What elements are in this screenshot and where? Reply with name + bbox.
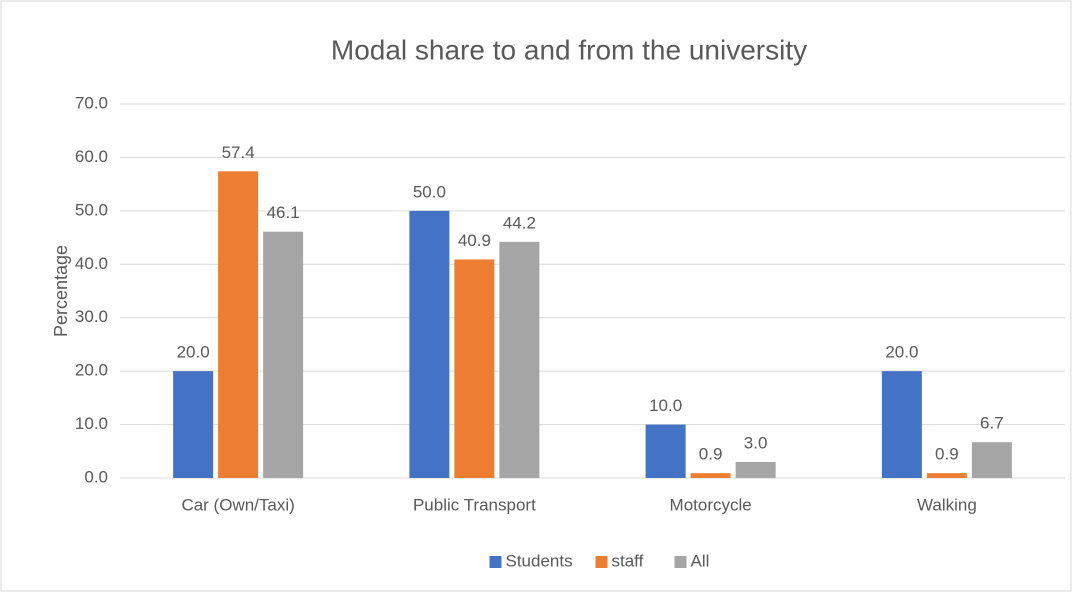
bar bbox=[263, 231, 304, 478]
y-axis-label: Percentage bbox=[51, 245, 71, 337]
data-label: 40.9 bbox=[458, 231, 491, 250]
legend-label: staff bbox=[612, 551, 644, 570]
legend-swatch bbox=[674, 556, 687, 568]
data-label: 57.4 bbox=[222, 143, 255, 162]
data-label: 46.1 bbox=[267, 203, 300, 222]
data-label: 6.7 bbox=[980, 414, 1004, 433]
y-tick-label: 70.0 bbox=[75, 93, 108, 112]
bar bbox=[499, 241, 540, 478]
bar bbox=[881, 371, 922, 478]
bar bbox=[645, 424, 686, 478]
data-label: 20.0 bbox=[885, 343, 918, 362]
y-tick-label: 20.0 bbox=[75, 361, 108, 380]
x-tick-label: Motorcycle bbox=[670, 495, 752, 514]
y-tick-label: 10.0 bbox=[75, 414, 108, 433]
legend-label: All bbox=[691, 551, 710, 570]
data-label: 50.0 bbox=[413, 182, 446, 201]
data-label: 0.9 bbox=[699, 445, 723, 464]
data-label: 3.0 bbox=[744, 433, 768, 452]
legend-swatch bbox=[595, 556, 608, 568]
x-tick-label: Public Transport bbox=[413, 495, 536, 514]
data-label: 44.2 bbox=[503, 213, 536, 232]
chart-title: Modal share to and from the university bbox=[331, 34, 807, 65]
y-tick-label: 60.0 bbox=[75, 147, 108, 166]
bar bbox=[926, 473, 967, 478]
bar bbox=[690, 473, 731, 478]
bar bbox=[409, 210, 450, 478]
data-label: 0.9 bbox=[935, 445, 959, 464]
bar bbox=[454, 259, 495, 478]
legend-swatch bbox=[489, 556, 502, 568]
y-tick-label: 30.0 bbox=[75, 307, 108, 326]
bar bbox=[735, 461, 776, 478]
bar bbox=[971, 442, 1012, 478]
bar bbox=[218, 171, 259, 478]
data-label: 10.0 bbox=[649, 396, 682, 415]
y-tick-label: 0.0 bbox=[84, 467, 108, 486]
data-label: 20.0 bbox=[177, 343, 210, 362]
y-tick-label: 40.0 bbox=[75, 254, 108, 273]
y-tick-label: 50.0 bbox=[75, 200, 108, 219]
x-tick-label: Walking bbox=[917, 495, 977, 514]
x-tick-label: Car (Own/Taxi) bbox=[181, 495, 294, 514]
legend-label: Students bbox=[506, 551, 573, 570]
bar bbox=[173, 371, 214, 478]
